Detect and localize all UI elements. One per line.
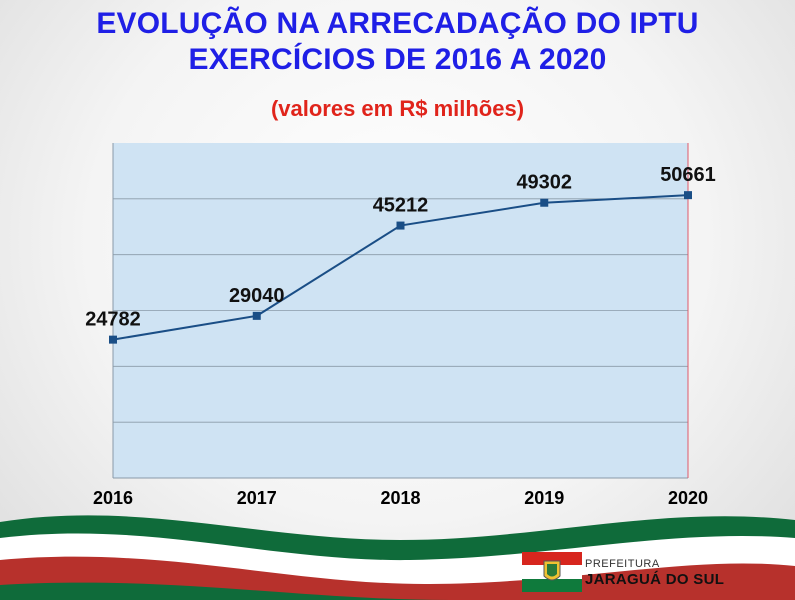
title-line-1: EVOLUÇÃO NA ARRECADAÇÃO DO IPTU — [96, 7, 699, 40]
line-chart: 24782 29040 45212 49302 50661 2016 2017 2018 201… — [85, 143, 716, 508]
data-point — [109, 335, 117, 344]
prefeitura-logo-text: PREFEITURA JARAGUÁ DO SUL — [585, 558, 724, 588]
chart-subtitle: (valores em R$ milhões) — [270, 96, 525, 121]
logo-line-1: PREFEITURA — [585, 558, 660, 570]
data-label: 50661 — [660, 164, 716, 186]
wave-green-bottom — [0, 582, 450, 600]
x-tick-label: 2020 — [668, 488, 708, 508]
data-point — [396, 221, 405, 230]
title-line-2: EXERCÍCIOS DE 2016 A 2020 — [188, 43, 607, 76]
data-label: 24782 — [85, 309, 141, 331]
logo-line-2: JARAGUÁ DO SUL — [585, 571, 725, 588]
x-tick-label: 2016 — [93, 488, 133, 508]
data-point — [684, 191, 692, 200]
jaragua-flag-logo — [522, 552, 582, 592]
x-tick-label: 2018 — [380, 488, 420, 508]
data-label: 45212 — [373, 195, 429, 217]
data-label: 29040 — [229, 285, 285, 307]
data-point — [540, 198, 549, 207]
data-point — [252, 311, 261, 320]
x-tick-label: 2019 — [524, 488, 564, 508]
x-tick-label: 2017 — [237, 488, 277, 508]
data-label: 49302 — [516, 172, 572, 194]
chart-title: EVOLUÇÃO NA ARRECADAÇÃO DO IPTU EXERCÍCI… — [0, 6, 795, 78]
